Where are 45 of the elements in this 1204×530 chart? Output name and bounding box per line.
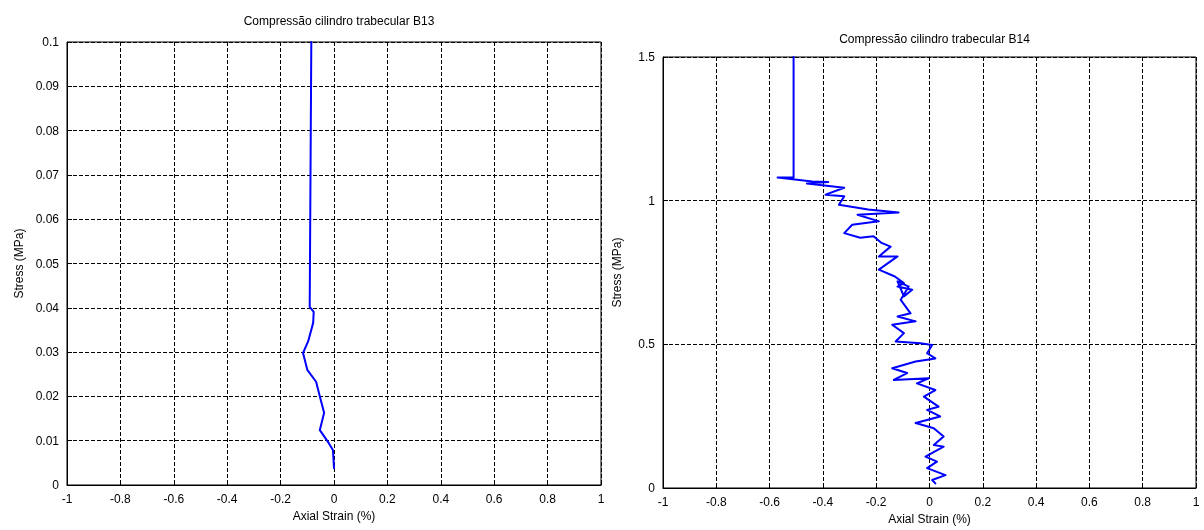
x-tick-label: -0.4 — [812, 495, 834, 509]
x-tick-label: -0.8 — [705, 495, 727, 509]
x-tick-label: 0.6 — [1081, 495, 1099, 509]
x-tick-label: 0.2 — [974, 495, 992, 509]
y-tick-label: 0.03 — [35, 345, 60, 360]
chart-title: Compressão cilindro trabecular B13 — [243, 14, 435, 28]
x-tick-label: 0 — [330, 492, 338, 506]
y-tick-label: 0.07 — [35, 167, 60, 182]
y-tick-label: 0.09 — [35, 79, 60, 94]
x-tick-label: -0.2 — [865, 495, 887, 509]
x-tick-label: -1 — [61, 492, 73, 506]
y-tick-label: 0.05 — [35, 256, 60, 271]
x-tick-label: -0.6 — [163, 492, 185, 506]
x-tick-label: 0.2 — [379, 492, 397, 506]
y-tick-label: 0.04 — [35, 300, 60, 315]
y-tick-label: 0.02 — [35, 389, 60, 404]
x-tick-label: 1 — [597, 492, 605, 506]
y-tick-label: 0 — [52, 478, 60, 492]
x-tick-label: 0 — [926, 495, 934, 509]
x-tick-label: -0.8 — [110, 492, 132, 506]
x-tick-label: 0.6 — [485, 492, 503, 506]
y-tick-label: 0.5 — [638, 337, 656, 352]
y-axis-title: Stress (MPa) — [610, 237, 624, 308]
y-tick-label: 0.06 — [35, 212, 60, 227]
y-tick-label: 1.5 — [638, 50, 656, 64]
line-series — [776, 56, 947, 485]
x-tick-label: 0.4 — [432, 492, 450, 506]
x-tick-label: -0.6 — [759, 495, 781, 509]
x-axis-title: Axial Strain (%) — [292, 508, 376, 523]
x-tick-label: 0.8 — [1134, 495, 1152, 509]
x-tick-label: 1 — [1192, 495, 1200, 509]
x-axis-title: Axial Strain (%) — [888, 511, 971, 526]
x-tick-label: -1 — [657, 495, 669, 509]
x-tick-label: 0.4 — [1027, 495, 1045, 509]
x-tick-label: -0.2 — [270, 492, 292, 506]
y-tick-label: 1 — [648, 193, 656, 208]
y-tick-label: 0.01 — [35, 433, 60, 448]
line-series — [302, 41, 335, 470]
y-tick-label: 0 — [648, 481, 656, 495]
y-tick-label: 0.1 — [42, 35, 60, 49]
y-axis-title: Stress (MPa) — [11, 228, 26, 299]
y-tick-label: 0.08 — [35, 123, 60, 138]
chart-title: Compressão cilindro trabecular B14 — [839, 32, 1031, 46]
x-tick-label: -0.4 — [216, 492, 238, 506]
x-tick-label: 0.8 — [539, 492, 557, 506]
